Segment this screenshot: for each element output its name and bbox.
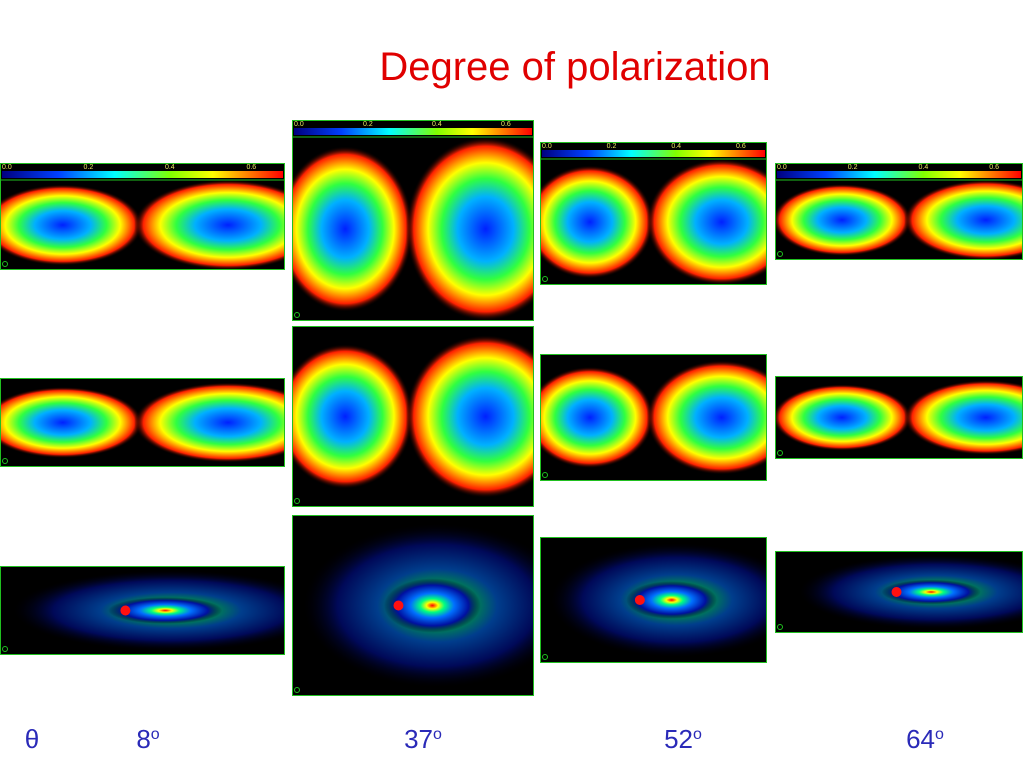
- corner-icon: [294, 312, 300, 318]
- image-panel: 0.0 0.2 0.4 0.6: [0, 163, 285, 270]
- image-content: [293, 335, 533, 498]
- image-panel: 0.0 0.2 0.4 0.6: [775, 163, 1023, 260]
- panels: 0.0 0.2 0.4 0.60.0 0.2 0.4 0.60.0 0.2 0.4 0.60.0 0…: [0, 120, 1023, 696]
- emission-left: [541, 366, 654, 469]
- emission-left: [776, 184, 912, 256]
- column-angle: 52: [664, 724, 693, 754]
- corner-icon: [542, 276, 548, 282]
- emission-left: [776, 384, 912, 451]
- column-labels: 8o 37o 52o 64o: [136, 724, 944, 754]
- image-content: [1, 382, 284, 463]
- image-panel: [540, 537, 767, 663]
- emission-left: [1, 184, 143, 266]
- colorbar-tick: 0.4: [432, 121, 442, 128]
- image-content: [541, 160, 766, 284]
- image-content: [304, 524, 533, 687]
- corner-icon: [777, 624, 783, 630]
- emission-right: [133, 181, 284, 269]
- image-content: [14, 570, 284, 651]
- image-panel: 0.0 0.2 0.4 0.6: [292, 120, 534, 321]
- colorbar-tick: 0.0: [2, 164, 12, 171]
- colorbar-tick: 0.0: [294, 121, 304, 128]
- column-angle: 64: [906, 724, 935, 754]
- emission-left: [293, 344, 413, 489]
- colorbar-tick: 0.0: [777, 164, 787, 171]
- colorbar-tick: 0.4: [165, 164, 175, 171]
- colorbar-tick: 0.4: [671, 143, 681, 150]
- image-panel: [540, 354, 767, 481]
- column-label: 52o: [664, 724, 702, 754]
- corner-icon: [2, 261, 8, 267]
- colorbar-tick: 0.2: [363, 121, 373, 128]
- corner-icon: [777, 251, 783, 257]
- core: [634, 595, 645, 605]
- core: [393, 600, 404, 611]
- image-content: [776, 181, 1022, 259]
- column-label: 8o: [136, 724, 159, 754]
- column-label: 64o: [906, 724, 944, 754]
- emission-right: [405, 335, 533, 498]
- colorbar-tick: 0.2: [83, 164, 93, 171]
- image-panel: [292, 515, 534, 696]
- colorbar: [294, 128, 532, 135]
- image-panel: [775, 551, 1023, 633]
- jet-glow: [881, 579, 981, 605]
- colorbar-tick: 0.2: [607, 143, 617, 150]
- corner-icon: [542, 654, 548, 660]
- emission-left: [293, 146, 413, 312]
- colorbar: [2, 171, 283, 178]
- image-content: [293, 138, 533, 320]
- jet-glow: [626, 581, 718, 619]
- colorbar-tick: 0.6: [989, 164, 999, 171]
- emission-right: [646, 360, 766, 475]
- image-content: [541, 360, 766, 475]
- image-panel: [775, 376, 1023, 459]
- corner-icon: [294, 687, 300, 693]
- image-panel: [0, 378, 285, 467]
- image-panel: [292, 326, 534, 507]
- axis-label: θ: [25, 724, 39, 754]
- emission-left: [541, 165, 654, 279]
- corner-icon: [542, 472, 548, 478]
- jet-glow: [108, 597, 223, 624]
- corner-icon: [2, 646, 8, 652]
- image-panel: 0.0 0.2 0.4 0.6: [540, 142, 767, 285]
- emission-right: [646, 160, 766, 284]
- slide-title: Degree of polarization: [379, 45, 770, 89]
- emission-right: [903, 181, 1022, 259]
- colorbar-tick: 0.6: [501, 121, 511, 128]
- column-degree: o: [935, 726, 944, 743]
- colorbar-tick: 0.0: [542, 143, 552, 150]
- column-label: 37o: [404, 724, 442, 754]
- column-degree: o: [151, 726, 160, 743]
- colorbar-tick: 0.6: [736, 143, 746, 150]
- colorbar-tick: 0.6: [246, 164, 256, 171]
- corner-icon: [777, 450, 783, 456]
- corner-icon: [294, 498, 300, 504]
- emission-left: [1, 386, 143, 459]
- colorbar-tick: 0.4: [919, 164, 929, 171]
- corner-icon: [2, 458, 8, 464]
- emission-right: [133, 382, 284, 463]
- column-degree: o: [693, 726, 702, 743]
- image-content: [776, 380, 1022, 455]
- core: [891, 587, 902, 597]
- image-content: [1, 181, 284, 269]
- core: [120, 605, 131, 616]
- emission-right: [903, 380, 1022, 455]
- image-panel: [0, 566, 285, 655]
- colorbar: [777, 171, 1021, 178]
- column-angle: 8: [136, 724, 150, 754]
- jet-glow: [383, 578, 481, 633]
- colorbar-tick: 0.2: [848, 164, 858, 171]
- image-content: [799, 555, 1022, 629]
- column-degree: o: [433, 726, 442, 743]
- emission-right: [405, 138, 533, 320]
- column-angle: 37: [404, 724, 433, 754]
- colorbar: [542, 150, 765, 157]
- image-content: [551, 543, 766, 657]
